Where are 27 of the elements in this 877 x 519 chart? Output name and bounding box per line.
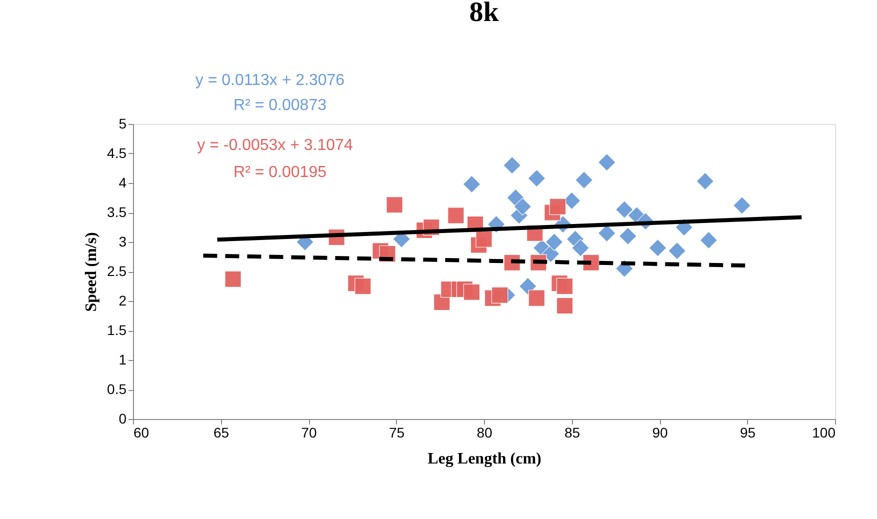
text: y = 0.0113x + 2.3076 (195, 72, 345, 89)
y-tick-label: 3.5 (107, 204, 127, 220)
annotation: y = -0.0053x + 3.1074 (197, 137, 353, 154)
x-tick-label: 85 (564, 424, 580, 440)
y-tick-label: 2 (118, 292, 127, 308)
y-tick-label: 1 (118, 352, 127, 368)
y-tick-label: 2.5 (107, 263, 127, 279)
y-tick-label: 3 (118, 234, 127, 250)
text: R² = 0.00873 (234, 97, 327, 114)
x-tick-label: 60 (134, 424, 150, 440)
chart-title: 8k (469, 0, 500, 28)
x-tick-label: 65 (213, 424, 230, 440)
x-tick-label: 80 (476, 424, 492, 440)
y-tick-label: 0 (118, 410, 127, 426)
x-tick-label: 95 (740, 424, 756, 440)
x-tick-label: 100 (812, 424, 836, 440)
x-axis-title: Leg Length (cm) (428, 450, 542, 468)
annotation: R² = 0.00195 (234, 164, 327, 181)
y-axis-title: Speed (m/s) (83, 232, 100, 312)
y-tick-label: 4 (118, 174, 127, 190)
y-tick-label: 5 (118, 116, 127, 132)
x-tick-label: 90 (652, 424, 668, 440)
y-tick-label: 1.5 (107, 322, 127, 338)
y-tick-label: 0.5 (107, 381, 127, 397)
x-tick-label: 70 (301, 424, 317, 440)
x-tick-label: 75 (388, 424, 405, 440)
y-tick-label: 4.5 (107, 145, 127, 161)
